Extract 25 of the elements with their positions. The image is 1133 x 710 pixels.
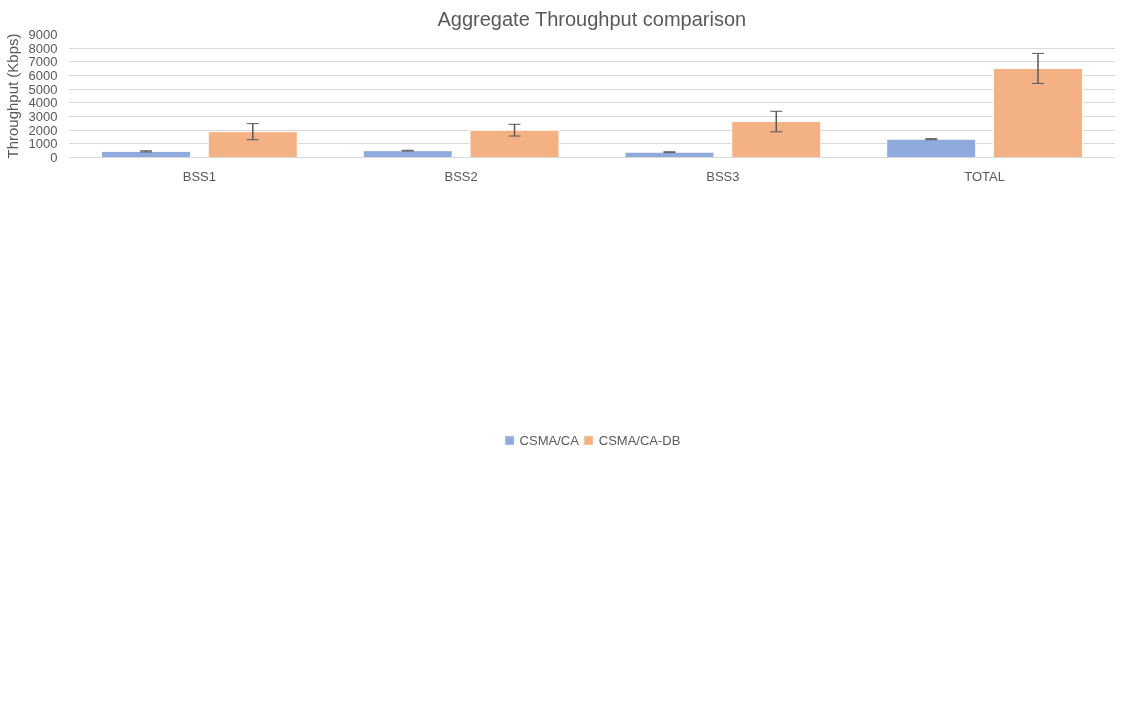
bar [207,131,298,158]
y-tick-label: 7000 [28,54,58,70]
x-tick-label: TOTAL [964,168,1005,184]
y-tick-label: 3000 [28,109,58,124]
bar [731,121,822,158]
legend-label: CSMA/CA-DB [598,432,681,448]
y-tick-label: 4000 [28,95,58,111]
legend-label: CSMA/CA [519,432,579,448]
bar [469,129,560,158]
bar [886,138,977,158]
bar [362,150,453,158]
x-tick-label: BSS1 [182,168,216,184]
y-tick-label: 8000 [28,40,58,56]
y-tick-label: 1000 [28,136,58,152]
x-tick-label: BSS3 [706,168,740,184]
chart-title: Aggregate Throughput comparison [437,7,747,30]
y-tick-label: 9000 [28,27,58,42]
bar [100,150,191,158]
y-tick-label: 6000 [28,68,58,83]
y-axis-title: Throughput (Kbps) [3,33,21,159]
bar [993,67,1084,158]
x-tick-label: BSS2 [444,168,478,184]
y-tick-label: 2000 [28,122,58,138]
y-tick-label: 5000 [28,81,58,97]
y-tick-label: 0 [50,150,58,165]
